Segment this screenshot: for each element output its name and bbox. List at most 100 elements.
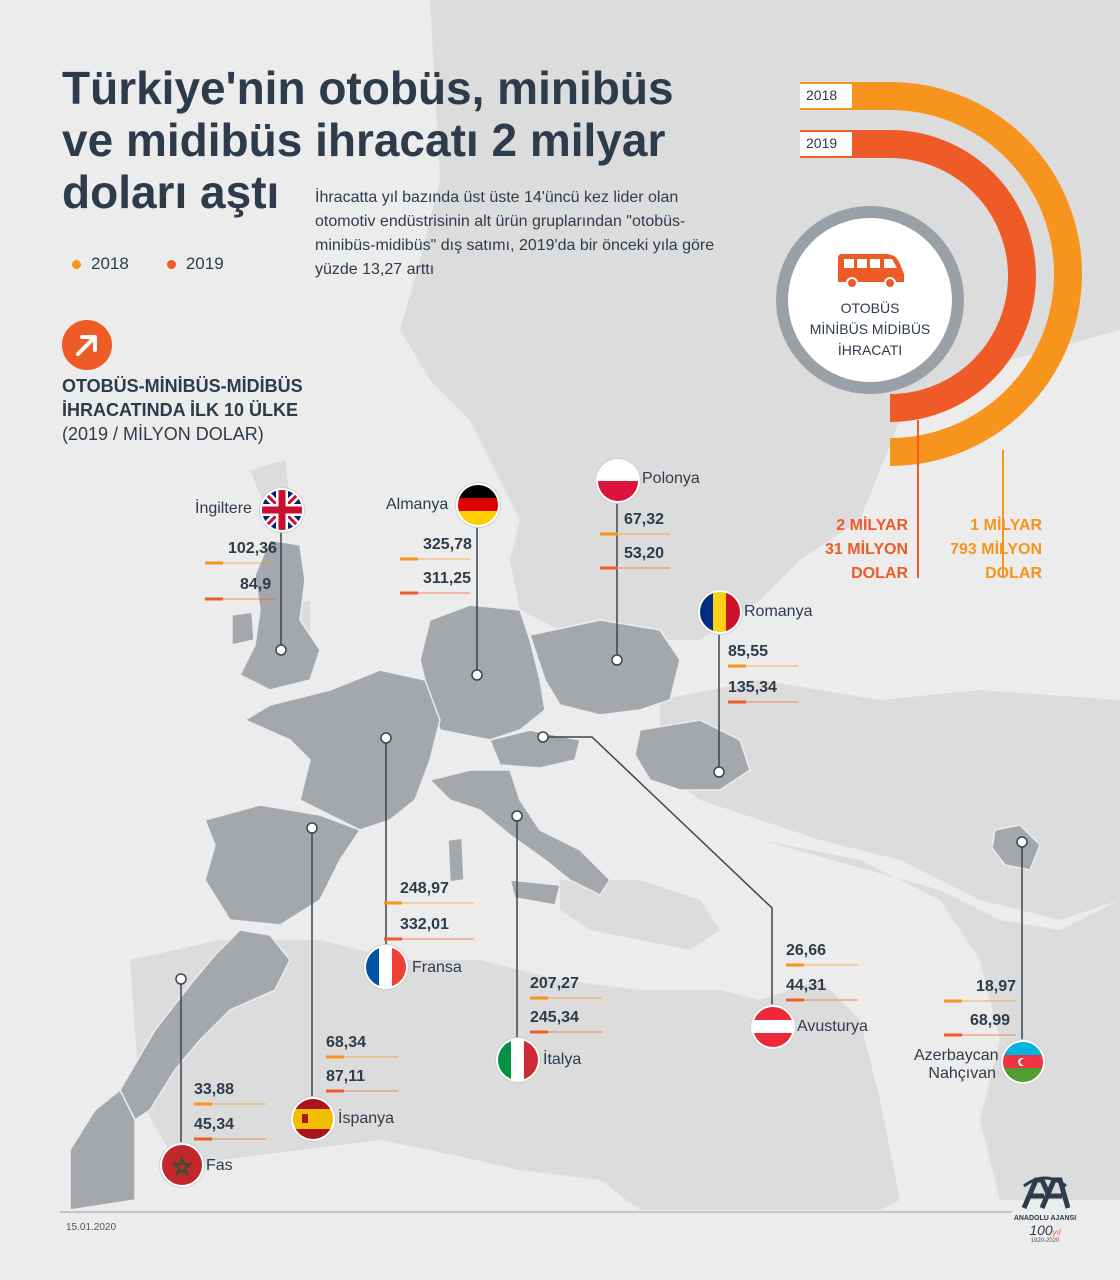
pin-ispanya — [306, 822, 318, 834]
country-name-romanya: Romanya — [744, 603, 813, 620]
country-name-azerbaycan-line-2: Nahçıvan — [928, 1065, 996, 1082]
value-2018-fransa: 248,97 — [400, 880, 449, 897]
tab-2019-label: 2019 — [806, 135, 838, 151]
tab-2018-bg — [800, 84, 852, 108]
pin-azerbaycan — [1016, 836, 1028, 848]
total-2019-line-2: 31 MİLYON — [825, 541, 908, 558]
legend-dot-2018 — [72, 259, 81, 269]
agency-name: ANADOLU AJANSI — [1013, 1215, 1077, 1222]
tab-2018-label: 2018 — [806, 87, 838, 103]
value-2019-almanya: 311,25 — [423, 570, 472, 587]
value-2019-italya: 245,34 — [530, 1009, 579, 1026]
total-2019-line-3: DOLAR — [851, 565, 908, 582]
pin-fas — [175, 973, 187, 985]
country-name-almanya: Almanya — [386, 496, 449, 513]
page-title: Türkiye'nin otobüs, minibüs ve midibüs i… — [62, 62, 742, 218]
value-2019-polonya: 53,20 — [624, 545, 665, 562]
legend-item-2019: 2019 — [166, 254, 224, 274]
title-line-2: ve midibüs ihracatı 2 milyar — [62, 114, 666, 166]
total-2019-line-1: 2 MİLYAR — [836, 517, 908, 534]
section-heading: OTOBÜS-MİNİBÜS-MİDİBÜS İHRACATINDA İLK 1… — [62, 374, 303, 446]
spain-flag-icon — [291, 1097, 335, 1141]
country-name-italya: İtalya — [543, 1051, 582, 1068]
country-name-azerbaycan: Azerbaycan Nahçıvan — [914, 1047, 999, 1083]
value-2018-azerbaycan: 18,97 — [976, 978, 1017, 995]
value-2019-avusturya: 44,31 — [786, 977, 827, 994]
center-label-line-1: OTOBÜS — [840, 300, 900, 316]
title-line-1: Türkiye'nin otobüs, minibüs — [62, 62, 674, 114]
footer-rule — [60, 1211, 1012, 1213]
agency-logo: ANADOLU AJANSI 100yıl 1920-2020 — [1012, 1176, 1078, 1244]
legend: 2018 2019 — [72, 254, 224, 274]
lede-paragraph: İhracatta yıl bazında üst üste 14'üncü k… — [315, 189, 715, 278]
pin-almanya — [471, 669, 483, 681]
totals-arc-graphic — [776, 82, 1082, 578]
total-2018: 1 MİLYAR 793 MİLYON DOLAR — [930, 514, 1042, 586]
value-2019-fransa: 332,01 — [400, 916, 449, 933]
pin-avusturya — [537, 731, 549, 743]
bus-icon — [838, 254, 904, 289]
arc-2019 — [889, 130, 1036, 422]
aa-logo-icon — [1021, 1176, 1071, 1209]
section-heading-line-1: OTOBÜS-MİNİBÜS-MİDİBÜS — [62, 376, 303, 396]
value-2018-italya: 207,27 — [530, 975, 579, 992]
center-label: OTOBÜS MİNİBÜS MİDİBÜS İHRACATI — [800, 298, 940, 361]
poland-flag-icon — [596, 459, 640, 503]
total-2018-line-2: 793 MİLYON — [950, 541, 1042, 558]
tab-2019-bg — [800, 132, 852, 156]
value-2019-fas: 45,34 — [194, 1116, 235, 1133]
section-heading-line-2: İHRACATINDA İLK 10 ÜLKE — [62, 400, 299, 420]
value-2018-polonya: 67,32 — [624, 511, 665, 528]
footer-date: 15.01.2020 — [66, 1222, 117, 1233]
arrow-up-right-icon — [62, 320, 112, 370]
italy-flag-icon — [496, 1038, 540, 1082]
pin-polonya — [611, 654, 623, 666]
section-unit: (2019 / MİLYON DOLAR) — [62, 424, 264, 444]
value-2018-ingiltere: 102,36 — [228, 540, 277, 557]
legend-label-2019: 2019 — [185, 254, 224, 273]
value-2019-romanya: 135,34 — [728, 679, 777, 696]
uk-flag-icon — [260, 488, 304, 532]
pin-romanya — [713, 766, 725, 778]
anniversary-years: 1920-2020 — [1030, 1238, 1060, 1244]
legend-item-2018: 2018 — [72, 254, 129, 274]
country-name-ingiltere: İngiltere — [195, 500, 252, 517]
anniversary-number: 100 — [1029, 1222, 1053, 1238]
value-2018-almanya: 325,78 — [423, 536, 472, 553]
value-2018-fas: 33,88 — [194, 1081, 235, 1098]
center-ring — [776, 206, 964, 394]
country-name-azerbaycan-line-1: Azerbaycan — [914, 1047, 999, 1064]
austria-flag-icon — [751, 1005, 795, 1049]
legend-dot-2019 — [166, 259, 176, 269]
country-name-fas: Fas — [206, 1157, 233, 1174]
country-name-avusturya: Avusturya — [797, 1018, 868, 1035]
azerbaijan-flag-icon — [1001, 1040, 1045, 1084]
value-2018-ispanya: 68,34 — [326, 1034, 367, 1051]
france-flag-icon — [364, 945, 408, 989]
pin-italya — [511, 810, 523, 822]
pin-ingiltere — [275, 644, 287, 656]
anniversary-suffix: yıl — [1052, 1228, 1061, 1237]
total-2018-line-3: DOLAR — [985, 565, 1042, 582]
title-line-3: doları aştı — [62, 166, 280, 218]
anniversary-mark: 100yıl — [1012, 1222, 1078, 1238]
value-2018-avusturya: 26,66 — [786, 942, 827, 959]
pin-fransa — [380, 732, 392, 744]
romania-flag-icon — [698, 590, 742, 634]
center-label-line-3: İHRACATI — [837, 342, 903, 358]
center-label-line-2: MİNİBÜS MİDİBÜS — [809, 321, 931, 337]
value-2018-romanya: 85,55 — [728, 643, 769, 660]
arc-2018 — [889, 82, 1082, 466]
country-name-ispanya: İspanya — [338, 1110, 395, 1127]
total-2018-line-1: 1 MİLYAR — [970, 517, 1042, 534]
total-2019: 2 MİLYAR 31 MİLYON DOLAR — [800, 514, 908, 586]
country-name-fransa: Fransa — [412, 959, 462, 976]
germany-flag-icon — [456, 483, 500, 527]
value-2019-azerbaycan: 68,99 — [970, 1012, 1011, 1029]
morocco-flag-icon — [160, 1143, 204, 1187]
legend-label-2018: 2018 — [91, 254, 129, 273]
country-name-polonya: Polonya — [642, 470, 700, 487]
connector-avusturya — [543, 736, 773, 1005]
